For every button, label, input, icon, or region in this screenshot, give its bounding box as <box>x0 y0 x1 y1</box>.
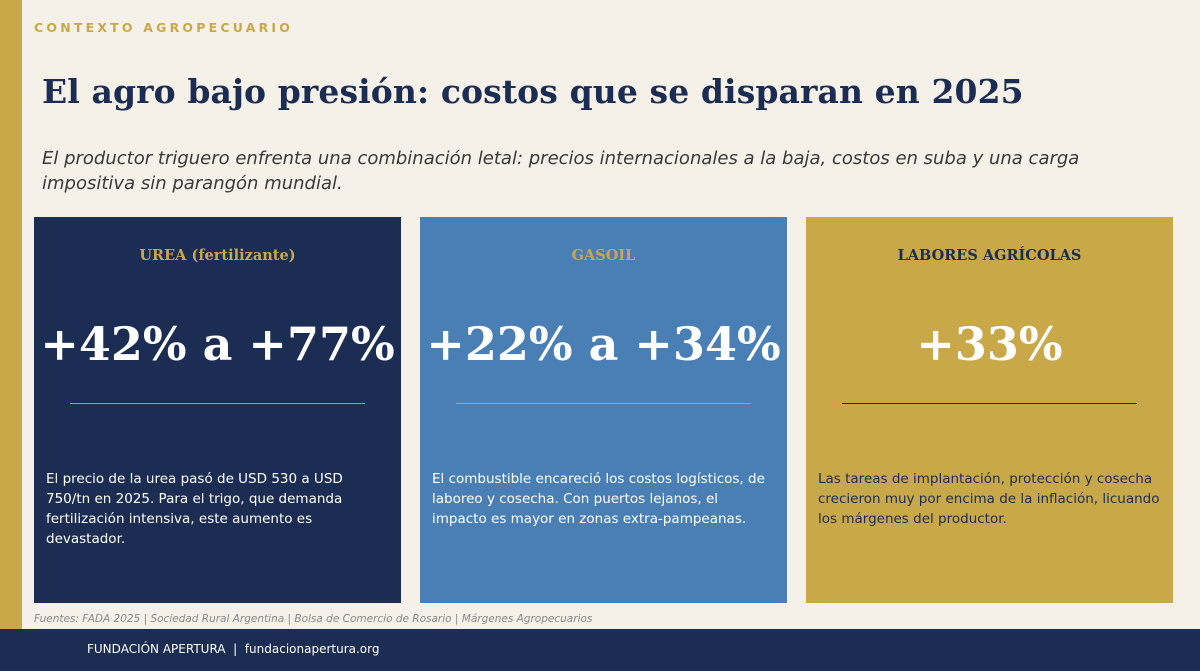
card-label: LABORES AGRÍCOLAS <box>897 247 1082 264</box>
sources-note: Fuentes: FADA 2025 | Sociedad Rural Arge… <box>34 613 593 625</box>
card-label: GASOIL <box>571 247 636 264</box>
accent-bar <box>0 0 22 629</box>
card-urea: UREA (fertilizante) +42% a +77% El preci… <box>34 217 401 603</box>
page-subtitle: El productor triguero enfrenta una combi… <box>42 148 1080 194</box>
section-eyebrow: CONTEXTO AGROPECUARIO <box>34 20 294 35</box>
footer-text: FUNDACIÓN APERTURA | fundacionapertura.o… <box>87 642 380 656</box>
card-labores: LABORES AGRÍCOLAS +33% Las tareas de imp… <box>806 217 1173 603</box>
card-value: +42% a +77% <box>40 317 395 371</box>
cost-cards: UREA (fertilizante) +42% a +77% El preci… <box>34 217 1174 603</box>
card-divider <box>456 403 751 404</box>
card-divider <box>842 403 1137 404</box>
card-gasoil: GASOIL +22% a +34% El combustible encare… <box>420 217 787 603</box>
page-title: El agro bajo presión: costos que se disp… <box>42 72 1024 111</box>
card-divider <box>70 403 365 404</box>
card-description: Las tareas de implantación, protección y… <box>818 471 1160 527</box>
card-value: +22% a +34% <box>426 317 781 371</box>
card-description: El combustible encareció los costos logí… <box>432 471 765 527</box>
card-value: +33% <box>916 317 1063 371</box>
card-label: UREA (fertilizante) <box>139 247 296 264</box>
footer-bar: FUNDACIÓN APERTURA | fundacionapertura.o… <box>0 629 1200 671</box>
card-description: El precio de la urea pasó de USD 530 a U… <box>46 471 343 547</box>
